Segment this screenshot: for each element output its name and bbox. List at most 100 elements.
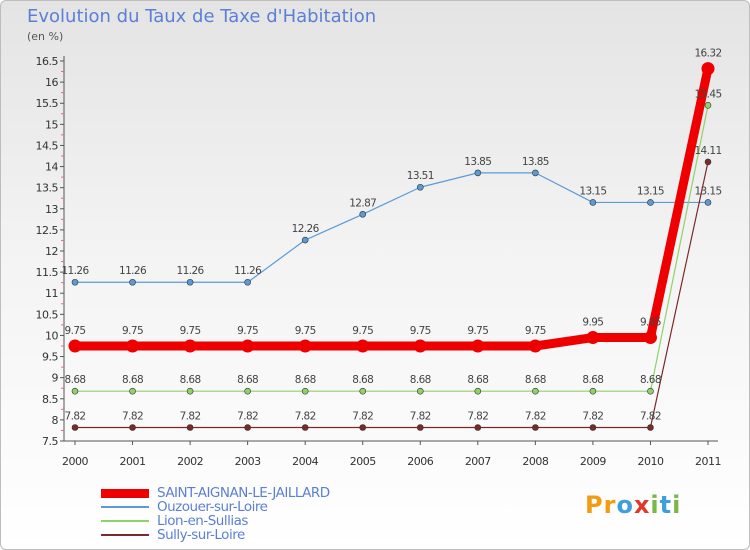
- data-point: [301, 424, 309, 431]
- x-tick-label: 2007: [465, 455, 491, 468]
- x-tick-label: 2011: [695, 455, 721, 468]
- y-tick-label: 11: [45, 287, 58, 300]
- data-point: [241, 339, 255, 353]
- data-label: 13.15: [579, 185, 606, 197]
- data-label: 9.95: [582, 317, 603, 329]
- data-label: 13.85: [464, 156, 491, 168]
- data-point: [704, 199, 712, 206]
- x-tick-label: 2008: [522, 455, 548, 468]
- legend-label: SAINT-AIGNAN-LE-JAILLARD: [157, 485, 330, 501]
- data-label: 13.15: [637, 185, 664, 197]
- y-tick-label: 15.5: [36, 97, 59, 110]
- data-point: [129, 424, 136, 431]
- y-tick-label: 16: [45, 76, 58, 89]
- data-point: [244, 278, 251, 286]
- data-point: [474, 169, 482, 177]
- data-label: 12.87: [349, 197, 376, 209]
- data-label: 13.15: [694, 185, 721, 197]
- data-label: 14.11: [694, 145, 721, 157]
- data-point: [532, 424, 539, 431]
- legend-label: Ouzouer-sur-Loire: [157, 499, 268, 515]
- x-tick-label: 2004: [292, 455, 318, 468]
- data-label: 7.82: [122, 410, 143, 422]
- data-point: [71, 278, 79, 286]
- data-point: [416, 183, 424, 191]
- data-point: [647, 199, 654, 206]
- data-point: [528, 339, 542, 353]
- logo-letter: t: [659, 491, 673, 519]
- y-tick-label: 9: [52, 372, 59, 385]
- data-point: [589, 199, 597, 206]
- y-tick-label: 12: [45, 245, 58, 258]
- data-point: [244, 387, 251, 395]
- proxiti-logo: Proxiti: [585, 491, 681, 519]
- data-point: [704, 102, 712, 109]
- series-line: [70, 64, 713, 351]
- y-tick-label: 13.5: [36, 182, 59, 195]
- legend-item: Lion-en-Sullias: [101, 513, 330, 529]
- data-label: 7.82: [640, 410, 661, 422]
- data-label: 9.75: [410, 325, 431, 337]
- data-label: 9.75: [525, 325, 546, 337]
- data-point: [532, 387, 539, 395]
- data-label: 7.82: [467, 410, 488, 422]
- x-tick-label: 2006: [407, 455, 433, 468]
- legend-swatch: [101, 506, 149, 508]
- data-label: 8.68: [467, 374, 488, 386]
- y-tick-label: 14: [45, 161, 58, 174]
- data-point: [704, 158, 712, 166]
- data-label: 8.68: [640, 374, 661, 386]
- x-tick-label: 2009: [580, 455, 606, 468]
- data-point: [643, 331, 657, 345]
- data-point: [589, 387, 597, 395]
- x-tick-label: 2003: [235, 455, 261, 468]
- data-label: 15.45: [694, 88, 721, 100]
- data-label: 9.75: [467, 325, 488, 337]
- data-label: 8.68: [180, 374, 201, 386]
- data-point: [186, 387, 194, 395]
- y-tick-label: 14.5: [36, 139, 59, 152]
- series-line: [74, 161, 709, 429]
- data-label: 9.75: [352, 325, 373, 337]
- data-point: [416, 424, 424, 431]
- data-point: [126, 339, 140, 353]
- legend-swatch: [101, 520, 149, 522]
- legend-item: SAINT-AIGNAN-LE-JAILLARD: [101, 485, 330, 501]
- x-tick-label: 2001: [120, 455, 146, 468]
- data-label: 9.75: [295, 325, 316, 337]
- data-label: 7.82: [237, 410, 258, 422]
- data-point: [129, 278, 136, 286]
- data-point: [301, 387, 309, 395]
- data-point: [471, 339, 485, 353]
- data-label: 7.82: [410, 410, 431, 422]
- data-point: [129, 387, 136, 395]
- data-label: 8.68: [410, 374, 431, 386]
- y-tick-label: 9.5: [42, 351, 58, 364]
- data-point: [647, 387, 654, 395]
- x-tick-label: 2005: [350, 455, 376, 468]
- data-point: [298, 339, 312, 353]
- legend-label: Lion-en-Sullias: [157, 513, 248, 529]
- data-label: 7.82: [295, 410, 316, 422]
- chart-subtitle: (en %): [27, 30, 64, 43]
- data-label: 7.82: [65, 410, 86, 422]
- chart-title: Evolution du Taux de Taxe d'Habitation: [27, 6, 377, 27]
- data-label: 9.75: [180, 325, 201, 337]
- data-point: [416, 387, 424, 395]
- data-label: 9.75: [65, 325, 86, 337]
- data-point: [586, 331, 600, 345]
- logo-letter: r: [603, 491, 617, 519]
- x-tick-label: 2002: [177, 455, 203, 468]
- data-label: 13.51: [407, 170, 434, 182]
- data-point: [359, 424, 367, 431]
- data-point: [701, 62, 715, 76]
- data-point: [359, 210, 367, 218]
- data-label: 8.68: [65, 374, 86, 386]
- data-point: [532, 169, 539, 177]
- y-tick-label: 10: [45, 329, 58, 342]
- data-label: 13.85: [522, 156, 549, 168]
- data-point: [359, 387, 367, 395]
- data-label: 12.26: [292, 223, 320, 235]
